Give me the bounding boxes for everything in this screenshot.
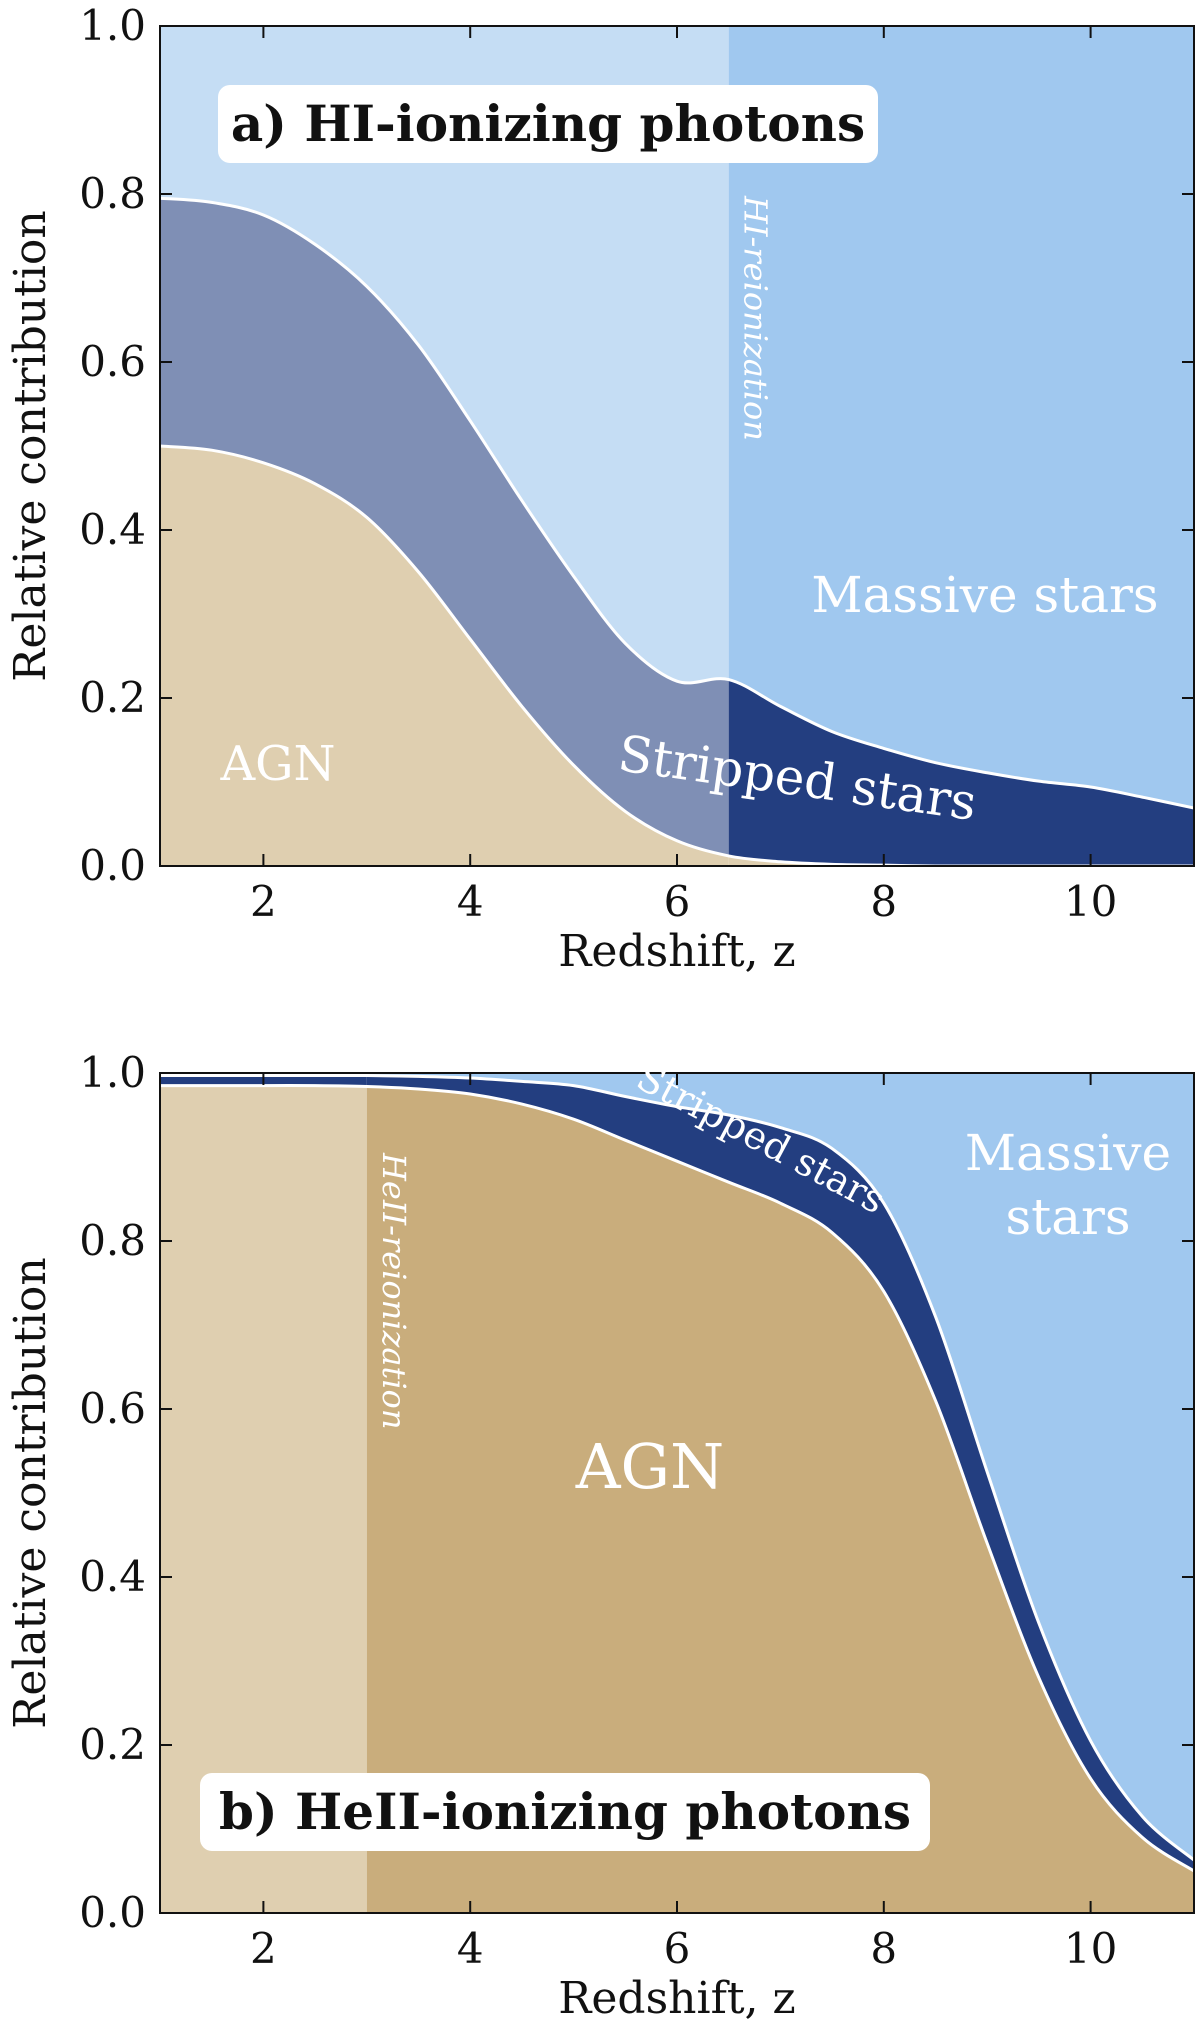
agn-label: AGN	[219, 736, 335, 792]
panel-title: a) HI-ionizing photons	[231, 94, 865, 153]
massive-stars-label: Massive stars	[965, 1124, 1171, 1246]
area-massive-stars-left	[160, 26, 729, 683]
y-axis-label: Relative contribution	[5, 1257, 56, 1728]
stripped-boundary-line	[160, 196, 1194, 810]
massive-stars-label: Massive stars	[811, 566, 1158, 624]
x-tick-label: 8	[870, 877, 897, 926]
reionization-label: HeII-reionization	[375, 1152, 413, 1429]
x-tick-label: 2	[250, 1924, 277, 1973]
area-massive-stars-right	[728, 26, 1194, 809]
area-stripped-stars-right	[728, 679, 1194, 866]
massive-stars-label-line-2: stars	[1005, 1188, 1130, 1246]
y-tick-label: 0.4	[79, 505, 146, 554]
boundary-lines	[160, 1073, 1194, 1873]
area-massive-stars-right	[366, 1073, 1194, 1861]
area-stripped-stars-left	[160, 198, 729, 856]
y-tick-label: 1.0	[79, 1, 146, 50]
area-group-right	[366, 1073, 1194, 1913]
agn-label: AGN	[575, 1430, 725, 1503]
y-tick-label: 0.6	[79, 337, 146, 386]
area-agn-right	[366, 1086, 1194, 1913]
x-tick-label: 6	[664, 877, 691, 926]
agn-boundary-line	[160, 1084, 1194, 1873]
x-tick-label: 8	[870, 1924, 897, 1973]
y-tick-label: 1.0	[79, 1048, 146, 1097]
area-stripped-stars-right	[366, 1075, 1194, 1871]
x-axis-label: Redshift, z	[558, 1973, 795, 2024]
area-agn-left	[160, 1085, 367, 1913]
panel-title: b) HeII-ionizing photons	[219, 1782, 911, 1841]
y-tick-label: 0.6	[79, 1384, 146, 1433]
x-axis-label: Redshift, z	[558, 926, 795, 977]
panel-title-box	[218, 85, 878, 163]
y-tick-label: 0.8	[79, 169, 146, 218]
area-group-left	[160, 26, 729, 866]
x-tick-label: 4	[457, 1924, 484, 1973]
x-tick-label: 10	[1064, 1924, 1117, 1973]
area-agn-left	[160, 446, 729, 866]
y-axis-label: Relative contribution	[5, 210, 56, 681]
panel-a: 2 4 6 8 10 0.0 0.2 0.4 0.6 0.8 1.0 Redshift, z Relat…	[5, 1, 1195, 977]
y-tick-label: 0.2	[79, 1720, 146, 1769]
panel-b: 2 4 6 8 10 0.0 0.2 0.4 0.6 0.8 1.0 Redshift, z Relat…	[5, 1048, 1195, 2024]
boundary-lines	[160, 196, 1194, 866]
area-agn-right	[728, 855, 1194, 866]
massive-stars-label-line-1: Massive	[965, 1124, 1171, 1182]
x-tick-label: 2	[250, 877, 277, 926]
y-tick-label: 0.8	[79, 1216, 146, 1265]
x-tick-label: 10	[1064, 877, 1117, 926]
y-tick-label: 0.0	[79, 841, 146, 890]
y-tick-label: 0.0	[79, 1888, 146, 1937]
agn-boundary-line	[160, 444, 1194, 866]
x-tick-label: 6	[664, 1924, 691, 1973]
area-group-right	[728, 26, 1194, 866]
y-tick-label: 0.2	[79, 673, 146, 722]
x-tick-label: 4	[457, 877, 484, 926]
y-tick-label: 0.4	[79, 1552, 146, 1601]
panel-title-box	[200, 1773, 930, 1851]
stripped-boundary-line	[160, 1073, 1194, 1862]
reionization-label: HI-reionization	[737, 195, 775, 441]
